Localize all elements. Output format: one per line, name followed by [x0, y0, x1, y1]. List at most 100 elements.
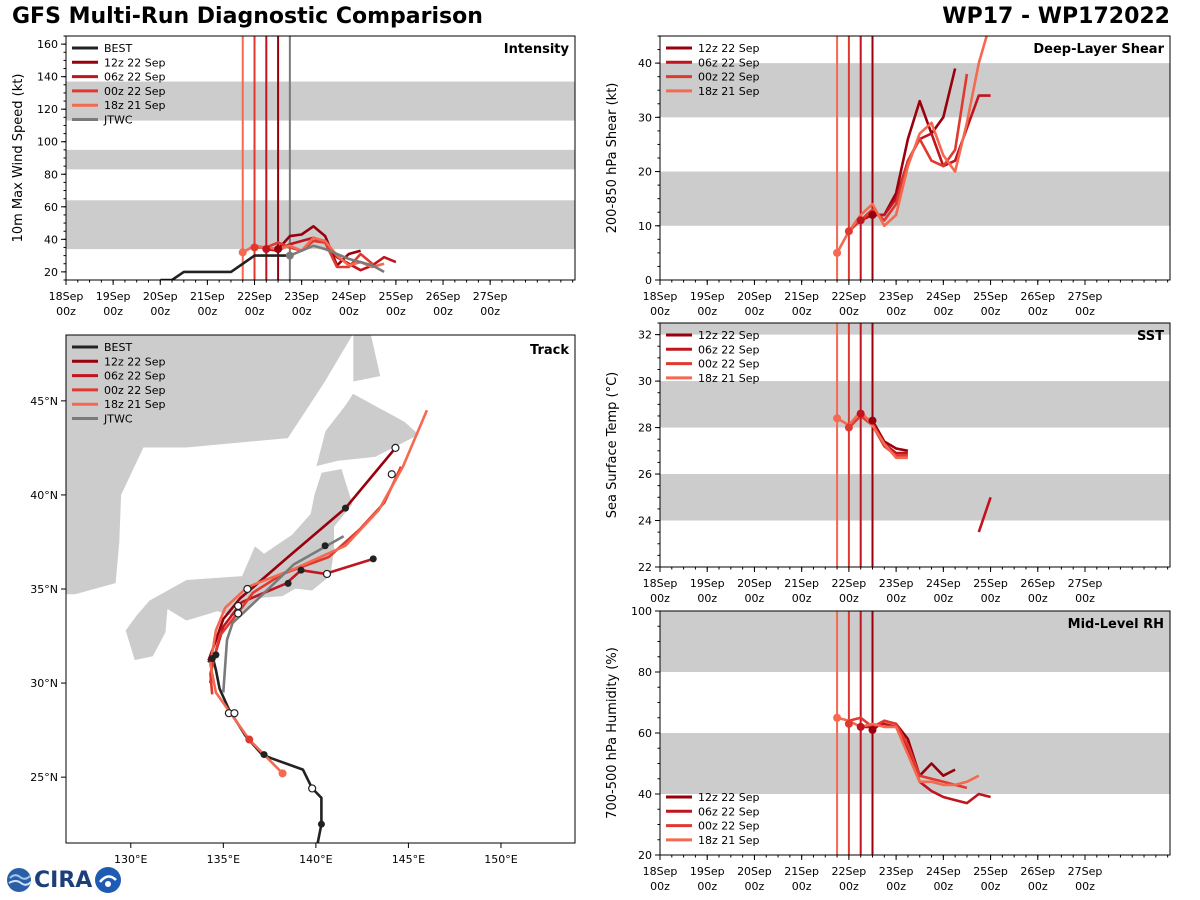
- track-point: [369, 555, 377, 563]
- legend-label: 12z 22 Sep: [698, 791, 760, 804]
- x-tick-label: 24Sep: [926, 865, 961, 878]
- legend-label: JTWC: [103, 413, 133, 426]
- intensity-panel: 20 40 60 80 100 120 140 160 18Sep 00z 19Sep 00z 20Se…: [11, 35, 576, 318]
- x-tick-label: 18Sep: [643, 577, 678, 590]
- legend-label: 18z 21 Sep: [698, 372, 760, 385]
- init-marker: [833, 248, 842, 257]
- threshold-band: [660, 611, 1170, 672]
- x-tick-label: 22Sep: [832, 577, 867, 590]
- y-tick-label: 28: [638, 422, 652, 435]
- lon-tick-label: 135°E: [207, 853, 240, 866]
- x-tick-sublabel: 00z: [1075, 305, 1095, 318]
- y-tick-label: 60: [638, 727, 652, 740]
- x-tick-label: 21Sep: [784, 865, 819, 878]
- x-tick-sublabel: 00z: [792, 592, 812, 605]
- legend-label: 18z 21 Sep: [698, 85, 760, 98]
- y-tick-label: 30: [638, 375, 652, 388]
- x-tick-label: 22Sep: [832, 865, 867, 878]
- satellite-globe-icon: [95, 867, 122, 893]
- init-marker: [278, 769, 287, 778]
- series-line: [160, 254, 290, 280]
- x-tick-label: 26Sep: [426, 290, 461, 303]
- track-point-open: [234, 609, 243, 618]
- y-tick-label: 32: [638, 329, 652, 342]
- y-tick-label: 40: [44, 233, 58, 246]
- x-tick-label: 25Sep: [973, 290, 1008, 303]
- x-tick-label: 19Sep: [690, 865, 725, 878]
- x-tick-sublabel: 00z: [480, 305, 500, 318]
- legend-label: 12z 22 Sep: [104, 56, 166, 69]
- x-tick-label: 19Sep: [690, 290, 725, 303]
- x-tick-label: 23Sep: [879, 290, 914, 303]
- panel-title: Intensity: [504, 42, 570, 57]
- init-marker: [856, 409, 865, 418]
- init-marker: [262, 245, 271, 254]
- x-tick-sublabel: 00z: [792, 880, 812, 893]
- y-tick-label: 20: [638, 166, 652, 179]
- x-tick-label: 18Sep: [49, 290, 84, 303]
- x-tick-sublabel: 00z: [1075, 592, 1095, 605]
- series-line: [289, 244, 385, 274]
- y-tick-label: 40: [638, 788, 652, 801]
- init-marker: [868, 210, 877, 219]
- legend-label: 06z 22 Sep: [698, 56, 760, 69]
- x-tick-label: 21Sep: [784, 290, 819, 303]
- track-point-open: [243, 584, 252, 594]
- x-tick-sublabel: 00z: [1028, 305, 1048, 318]
- legend-label: 00z 22 Sep: [698, 820, 760, 833]
- x-tick-label: 20Sep: [737, 865, 772, 878]
- y-tick-label: 26: [638, 468, 652, 481]
- sst-plot-area: [660, 323, 1170, 567]
- y-tick-label: 20: [44, 266, 58, 279]
- x-tick-label: 27Sep: [1068, 577, 1103, 590]
- x-tick-sublabel: 00z: [981, 880, 1001, 893]
- init-marker: [868, 416, 877, 425]
- threshold-band: [660, 171, 1170, 226]
- x-tick-sublabel: 00z: [933, 880, 953, 893]
- threshold-band: [660, 381, 1170, 428]
- y-axis-label: Sea Surface Temp (°C): [605, 372, 620, 519]
- panel-title: Mid-Level RH: [1068, 617, 1164, 632]
- threshold-band: [660, 323, 1170, 335]
- logo-text: CIRA: [34, 867, 93, 893]
- lon-tick-label: 145°E: [392, 853, 425, 866]
- x-tick-sublabel: 00z: [650, 880, 670, 893]
- track-line: [222, 535, 345, 693]
- x-tick-label: 22Sep: [237, 290, 272, 303]
- threshold-band: [66, 81, 575, 121]
- panel-title: Track: [530, 343, 569, 358]
- init-marker: [250, 243, 259, 252]
- track-point-open: [230, 709, 239, 718]
- x-tick-sublabel: 00z: [197, 305, 217, 318]
- x-tick-sublabel: 00z: [839, 592, 859, 605]
- x-tick-label: 26Sep: [1020, 577, 1055, 590]
- x-tick-label: 25Sep: [973, 865, 1008, 878]
- y-tick-label: 120: [37, 103, 58, 116]
- track-point: [212, 651, 220, 659]
- track-point-open: [308, 784, 317, 793]
- lat-tick-label: 35°N: [30, 583, 58, 596]
- threshold-band: [66, 149, 575, 170]
- intensity-plot-area: [66, 36, 575, 280]
- x-tick-sublabel: 00z: [933, 592, 953, 605]
- track-panel: 25°N 30°N 35°N 40°N 45°N 130°E 135°E 140°E 145°E…: [30, 334, 576, 866]
- x-tick-label: 21Sep: [190, 290, 225, 303]
- x-tick-sublabel: 00z: [697, 305, 717, 318]
- track-plot-area: [66, 335, 429, 843]
- x-tick-sublabel: 00z: [245, 305, 265, 318]
- y-tick-label: 80: [44, 168, 58, 181]
- y-axis-label: 10m Max Wind Speed (kt): [11, 74, 26, 243]
- legend-label: 18z 21 Sep: [104, 398, 166, 411]
- x-tick-sublabel: 00z: [650, 592, 670, 605]
- threshold-band: [660, 63, 1170, 118]
- x-tick-sublabel: 00z: [981, 592, 1001, 605]
- legend-label: 12z 22 Sep: [698, 42, 760, 55]
- x-tick-label: 19Sep: [96, 290, 131, 303]
- x-tick-sublabel: 00z: [886, 305, 906, 318]
- y-tick-label: 100: [631, 605, 652, 618]
- x-tick-label: 26Sep: [1020, 290, 1055, 303]
